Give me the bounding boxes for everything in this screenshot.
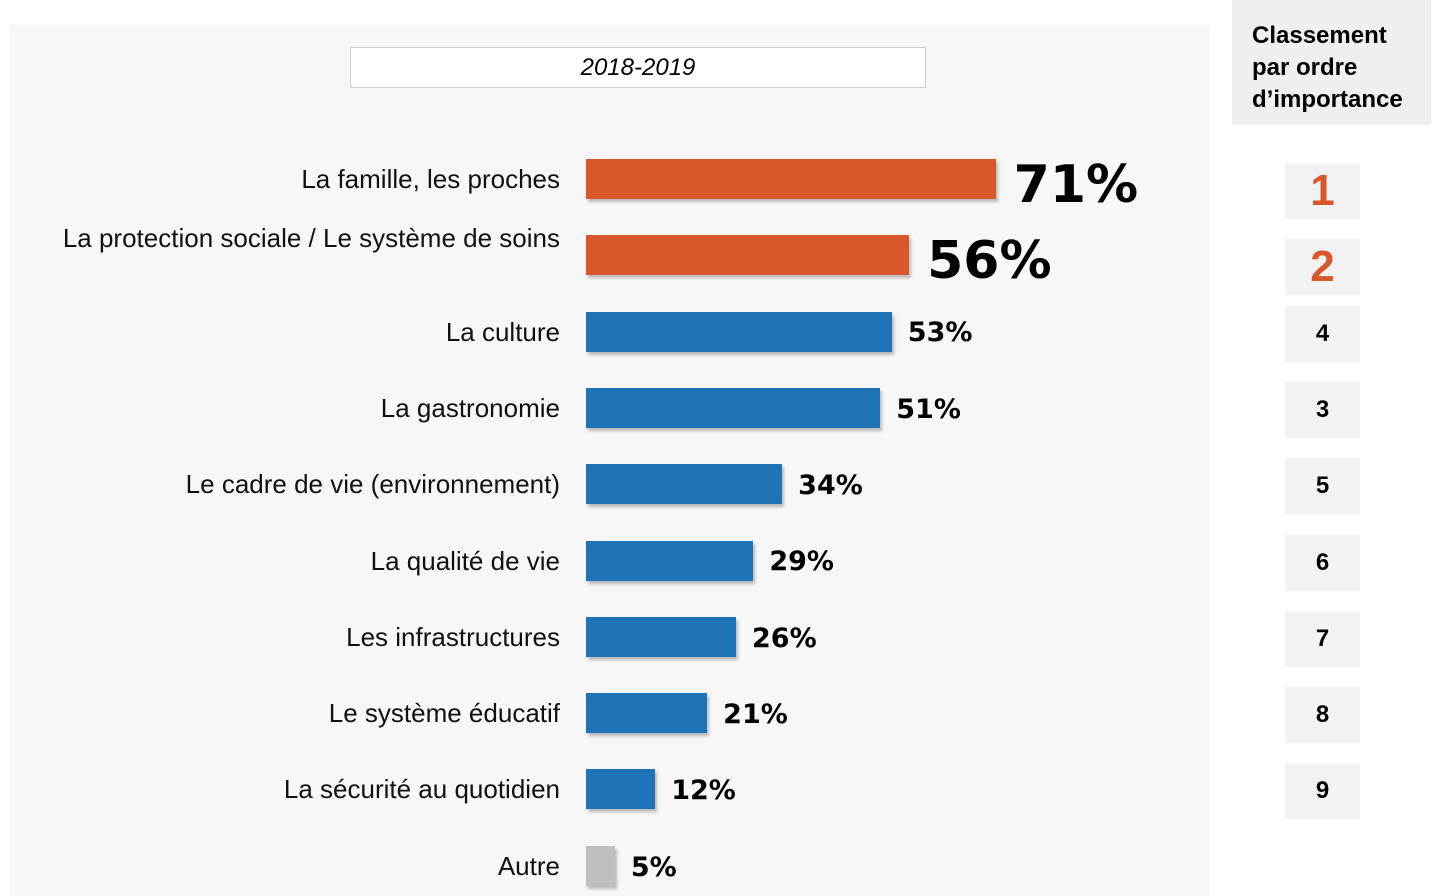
category-label: Les infrastructures <box>346 621 560 652</box>
value-label: 71% <box>1013 154 1139 215</box>
value-label: 21% <box>723 698 788 730</box>
category-label: Le système éducatif <box>328 698 560 729</box>
rank: 4 <box>1285 305 1360 362</box>
category-label: La culture <box>445 316 560 347</box>
rank: 8 <box>1285 687 1360 744</box>
rank: 6 <box>1285 534 1360 591</box>
rank: 2 <box>1285 239 1360 296</box>
value-label: 12% <box>671 775 736 807</box>
category-label: La protection sociale / Le système de so… <box>62 223 560 254</box>
bar <box>586 769 656 810</box>
value-label: 51% <box>896 393 961 425</box>
ranking-title: Classement par ordre d’importance <box>1232 0 1431 125</box>
rank: 5 <box>1285 458 1360 515</box>
bar <box>586 464 783 505</box>
bar <box>586 616 737 657</box>
value-label: 26% <box>752 622 817 654</box>
value-label: 34% <box>798 470 863 501</box>
category-label: La sécurité au quotidien <box>283 774 560 805</box>
value-label: 56% <box>927 231 1052 292</box>
rank: 3 <box>1285 381 1360 438</box>
bar <box>586 311 892 352</box>
category-label: La gastronomie <box>380 392 560 423</box>
bar <box>586 387 881 428</box>
category-label: Autre <box>497 850 560 881</box>
chart-title: 2018-2019 <box>350 47 926 88</box>
rank: 9 <box>1285 763 1360 820</box>
bar <box>586 693 708 734</box>
value-label: 5% <box>630 851 677 883</box>
category-label: Le cadre de vie (environnement) <box>185 469 560 500</box>
bar <box>586 540 754 581</box>
rank: 7 <box>1285 610 1360 667</box>
bar <box>586 159 996 199</box>
category-label: La qualité de vie <box>370 545 560 576</box>
bar <box>586 235 910 276</box>
category-label: La famille, les proches <box>301 164 560 194</box>
value-label: 29% <box>769 546 834 578</box>
value-label: 53% <box>907 317 973 349</box>
rank: 1 <box>1285 163 1360 219</box>
bar <box>586 845 615 886</box>
